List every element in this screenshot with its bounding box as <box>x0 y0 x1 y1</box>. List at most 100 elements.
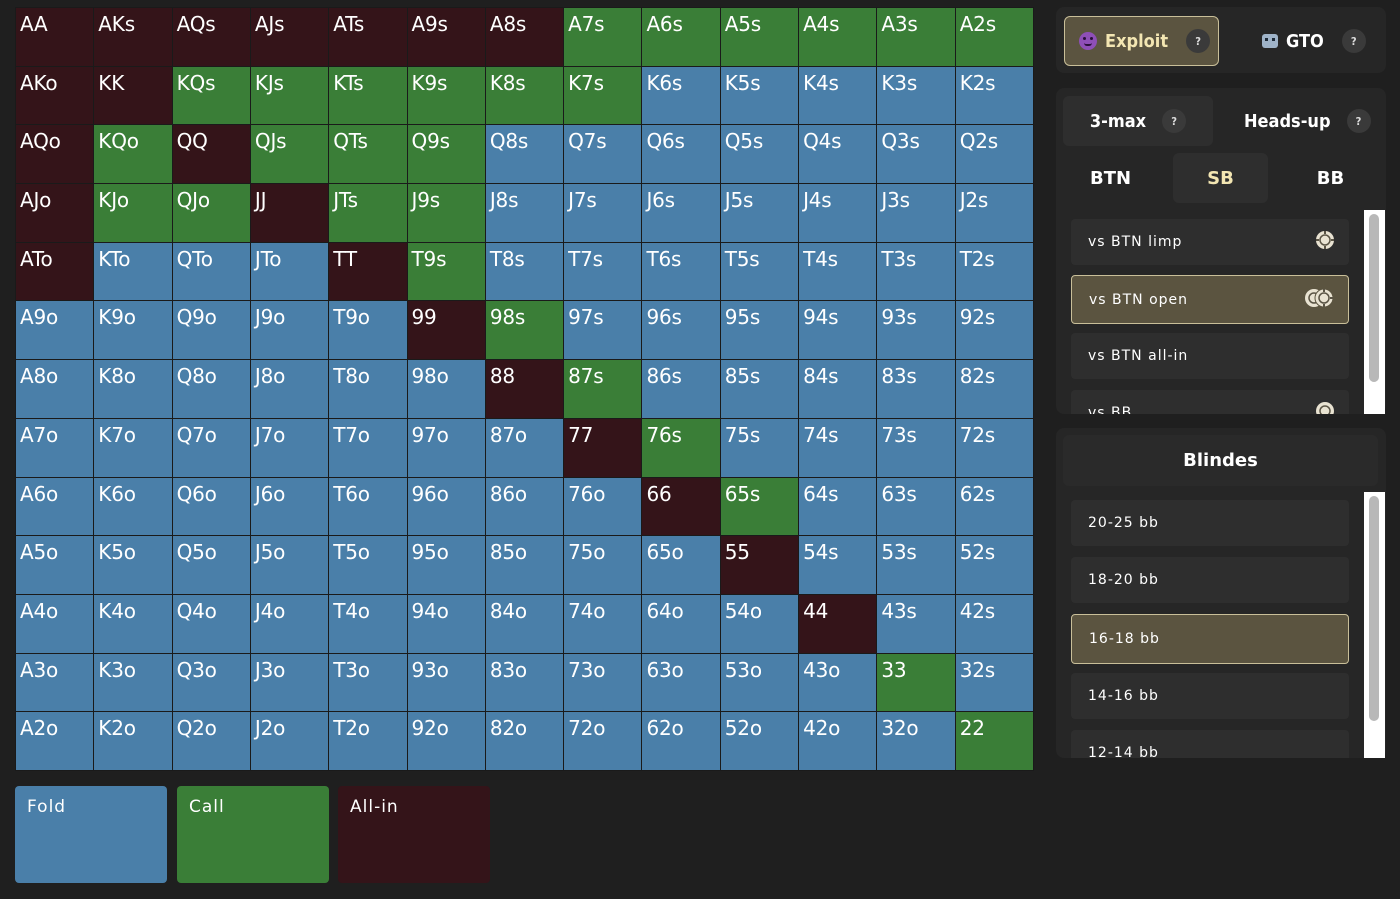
hand-cell[interactable]: T3s <box>877 242 955 301</box>
hand-cell[interactable]: A2o <box>16 712 94 770</box>
hand-cell[interactable]: 43s <box>877 594 955 653</box>
hand-cell[interactable]: 73o <box>564 653 642 712</box>
hand-cell[interactable]: K8o <box>94 360 172 418</box>
hand-cell[interactable]: J4s <box>799 184 877 242</box>
hand-cell[interactable]: 85s <box>720 360 799 418</box>
hand-cell[interactable]: J4o <box>250 594 329 653</box>
legend-fold[interactable]: Fold <box>15 786 167 883</box>
hand-cell[interactable]: 33 <box>877 653 955 712</box>
hand-cell[interactable]: 64o <box>642 594 720 653</box>
hand-cell[interactable]: T5o <box>329 536 407 594</box>
gto-help-icon[interactable]: ? <box>1341 29 1366 53</box>
hand-cell[interactable]: 98o <box>407 360 485 418</box>
hand-cell[interactable]: K6s <box>642 66 720 125</box>
blinds-scrollbar-thumb[interactable] <box>1369 496 1379 721</box>
hand-cell[interactable]: J7o <box>250 418 329 477</box>
hand-cell[interactable]: T8o <box>329 360 407 418</box>
hand-cell[interactable]: AQo <box>16 125 94 184</box>
hand-cell[interactable]: 99 <box>407 301 485 360</box>
hand-cell[interactable]: 22 <box>955 712 1033 770</box>
hand-cell[interactable]: 82s <box>955 360 1033 418</box>
hand-cell[interactable]: A5s <box>720 8 799 66</box>
hand-cell[interactable]: K6o <box>94 477 172 536</box>
hand-cell[interactable]: J6o <box>250 477 329 536</box>
scenario-item-vs-btn-limp[interactable]: vs BTN limp <box>1071 219 1349 265</box>
hand-cell[interactable]: 74o <box>564 594 642 653</box>
hand-cell[interactable]: 32s <box>955 653 1033 712</box>
hand-cell[interactable]: J2o <box>250 712 329 770</box>
hand-cell[interactable]: Q9s <box>407 125 485 184</box>
hand-cell[interactable]: AJs <box>250 8 329 66</box>
hand-cell[interactable]: 94o <box>407 594 485 653</box>
blinds-item-12-14[interactable]: 12-14 bb <box>1071 730 1349 758</box>
hand-cell[interactable]: A9s <box>407 8 485 66</box>
hand-cell[interactable]: 84o <box>485 594 564 653</box>
hand-cell[interactable]: T5s <box>720 242 799 301</box>
blinds-scrollbar[interactable] <box>1364 492 1385 758</box>
hand-cell[interactable]: T7s <box>564 242 642 301</box>
hand-cell[interactable]: 84s <box>799 360 877 418</box>
hand-cell[interactable]: AA <box>16 8 94 66</box>
hand-cell[interactable]: ATo <box>16 242 94 301</box>
exploit-mode-button[interactable]: Exploit ? <box>1064 16 1219 66</box>
heads-up-help-icon[interactable]: ? <box>1346 109 1371 133</box>
hand-cell[interactable]: J5s <box>720 184 799 242</box>
hand-cell[interactable]: 62o <box>642 712 720 770</box>
hand-cell[interactable]: A9o <box>16 301 94 360</box>
hand-cell[interactable]: K3o <box>94 653 172 712</box>
hand-cell[interactable]: T9s <box>407 242 485 301</box>
hand-cell[interactable]: K5o <box>94 536 172 594</box>
hand-cell[interactable]: A5o <box>16 536 94 594</box>
hand-cell[interactable]: T2o <box>329 712 407 770</box>
hand-cell[interactable]: 92o <box>407 712 485 770</box>
hand-cell[interactable]: T4s <box>799 242 877 301</box>
hand-cell[interactable]: Q5o <box>172 536 250 594</box>
hand-cell[interactable]: 98s <box>485 301 564 360</box>
hand-cell[interactable]: 83o <box>485 653 564 712</box>
hand-cell[interactable]: 86o <box>485 477 564 536</box>
hand-cell[interactable]: 65o <box>642 536 720 594</box>
hand-cell[interactable]: A3s <box>877 8 955 66</box>
hand-cell[interactable]: A8s <box>485 8 564 66</box>
position-bb-tab[interactable]: BB <box>1283 153 1378 203</box>
hand-cell[interactable]: AJo <box>16 184 94 242</box>
hand-cell[interactable]: 64s <box>799 477 877 536</box>
hand-cell[interactable]: 53s <box>877 536 955 594</box>
scenario-item-vs-btn-open[interactable]: vs BTN open <box>1071 275 1349 324</box>
hand-cell[interactable]: 87s <box>564 360 642 418</box>
hand-cell[interactable]: J9o <box>250 301 329 360</box>
hand-cell[interactable]: 76s <box>642 418 720 477</box>
hand-cell[interactable]: KQo <box>94 125 172 184</box>
hand-cell[interactable]: Q7s <box>564 125 642 184</box>
gto-mode-button[interactable]: GTO ? <box>1262 16 1372 66</box>
hand-cell[interactable]: A4o <box>16 594 94 653</box>
hand-cell[interactable]: QJo <box>172 184 250 242</box>
hand-cell[interactable]: K9o <box>94 301 172 360</box>
hand-cell[interactable]: 95o <box>407 536 485 594</box>
hand-cell[interactable]: K9s <box>407 66 485 125</box>
hand-cell[interactable]: 88 <box>485 360 564 418</box>
hand-cell[interactable]: KTo <box>94 242 172 301</box>
hand-cell[interactable]: 55 <box>720 536 799 594</box>
hand-cell[interactable]: J9s <box>407 184 485 242</box>
hand-cell[interactable]: T8s <box>485 242 564 301</box>
hand-cell[interactable]: A7s <box>564 8 642 66</box>
hand-cell[interactable]: 52o <box>720 712 799 770</box>
legend-call[interactable]: Call <box>177 786 329 883</box>
hand-cell[interactable]: J8s <box>485 184 564 242</box>
hand-cell[interactable]: QJs <box>250 125 329 184</box>
blinds-item-18-20[interactable]: 18-20 bb <box>1071 557 1349 603</box>
hand-cell[interactable]: 87o <box>485 418 564 477</box>
hand-cell[interactable]: A2s <box>955 8 1033 66</box>
hand-cell[interactable]: KJo <box>94 184 172 242</box>
blinds-item-20-25[interactable]: 20-25 bb <box>1071 500 1349 546</box>
hand-cell[interactable]: TT <box>329 242 407 301</box>
hand-cell[interactable]: 73s <box>877 418 955 477</box>
hand-cell[interactable]: A4s <box>799 8 877 66</box>
hand-cell[interactable]: 94s <box>799 301 877 360</box>
hand-cell[interactable]: JJ <box>250 184 329 242</box>
hand-cell[interactable]: Q8s <box>485 125 564 184</box>
blinds-item-14-16[interactable]: 14-16 bb <box>1071 673 1349 719</box>
hand-cell[interactable]: J2s <box>955 184 1033 242</box>
hand-cell[interactable]: Q6o <box>172 477 250 536</box>
